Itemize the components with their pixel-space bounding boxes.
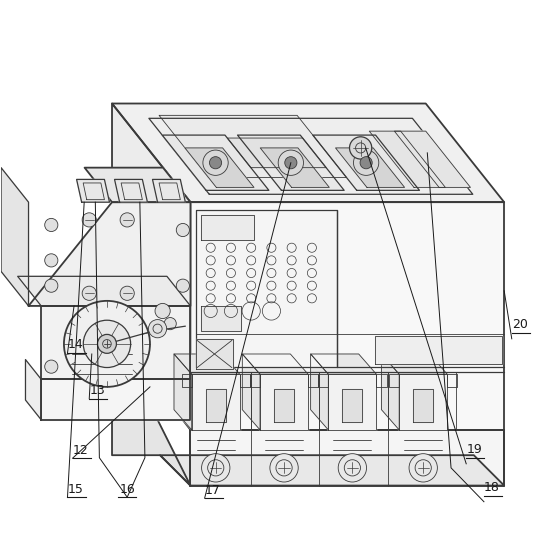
Text: 15: 15	[68, 483, 83, 496]
Polygon shape	[369, 131, 445, 187]
Polygon shape	[328, 374, 377, 430]
Circle shape	[120, 213, 134, 227]
Circle shape	[353, 150, 379, 175]
Polygon shape	[112, 329, 190, 486]
Circle shape	[203, 150, 228, 175]
Circle shape	[409, 454, 437, 482]
Text: 14: 14	[68, 339, 83, 352]
Polygon shape	[190, 202, 504, 430]
Polygon shape	[195, 210, 337, 367]
Circle shape	[285, 157, 297, 169]
Polygon shape	[174, 354, 240, 374]
Circle shape	[338, 454, 367, 482]
Polygon shape	[242, 354, 308, 374]
Text: 12: 12	[73, 444, 88, 457]
Polygon shape	[242, 354, 260, 430]
Text: 16: 16	[119, 483, 135, 496]
Polygon shape	[206, 390, 226, 423]
Polygon shape	[399, 374, 448, 430]
Text: 13: 13	[89, 384, 105, 397]
Circle shape	[45, 360, 58, 373]
Polygon shape	[162, 135, 269, 190]
Circle shape	[176, 279, 189, 292]
Polygon shape	[152, 180, 185, 202]
Polygon shape	[159, 115, 347, 177]
Circle shape	[164, 318, 176, 329]
Circle shape	[64, 301, 150, 387]
Polygon shape	[375, 337, 502, 364]
Polygon shape	[382, 354, 399, 430]
Polygon shape	[1, 168, 28, 306]
Polygon shape	[260, 374, 308, 430]
Polygon shape	[200, 215, 254, 240]
Polygon shape	[335, 148, 405, 187]
Polygon shape	[190, 430, 504, 486]
Polygon shape	[41, 306, 190, 379]
Polygon shape	[238, 135, 344, 190]
Polygon shape	[26, 360, 41, 420]
Text: 20: 20	[512, 318, 528, 331]
Circle shape	[82, 286, 97, 300]
Circle shape	[270, 454, 298, 482]
Polygon shape	[149, 118, 473, 194]
Text: 19: 19	[466, 443, 482, 456]
Circle shape	[201, 454, 230, 482]
Polygon shape	[195, 339, 233, 369]
Polygon shape	[260, 148, 329, 187]
Polygon shape	[313, 135, 420, 190]
Circle shape	[155, 304, 170, 319]
Text: 17: 17	[205, 484, 220, 497]
Circle shape	[82, 213, 97, 227]
Polygon shape	[395, 131, 470, 187]
Polygon shape	[382, 354, 448, 374]
Polygon shape	[85, 168, 190, 202]
Polygon shape	[18, 276, 190, 306]
Polygon shape	[311, 354, 377, 374]
Polygon shape	[185, 148, 254, 187]
Polygon shape	[112, 103, 190, 430]
Polygon shape	[28, 202, 190, 306]
Circle shape	[360, 157, 372, 169]
Polygon shape	[413, 390, 434, 423]
Polygon shape	[76, 180, 109, 202]
Circle shape	[45, 254, 58, 267]
Polygon shape	[114, 180, 147, 202]
Circle shape	[45, 279, 58, 292]
Circle shape	[278, 150, 304, 175]
Circle shape	[98, 334, 117, 353]
Circle shape	[176, 223, 189, 236]
Polygon shape	[112, 103, 504, 202]
Polygon shape	[174, 354, 192, 430]
Polygon shape	[311, 354, 328, 430]
Circle shape	[83, 320, 131, 367]
Polygon shape	[160, 455, 504, 486]
Polygon shape	[200, 306, 241, 331]
Circle shape	[120, 286, 134, 300]
Circle shape	[209, 157, 222, 169]
Polygon shape	[342, 390, 363, 423]
Polygon shape	[192, 374, 240, 430]
Polygon shape	[274, 390, 294, 423]
Circle shape	[148, 320, 167, 338]
Polygon shape	[227, 138, 326, 168]
Circle shape	[349, 137, 372, 159]
Polygon shape	[41, 379, 190, 420]
Text: 18: 18	[484, 481, 500, 494]
Circle shape	[45, 219, 58, 232]
